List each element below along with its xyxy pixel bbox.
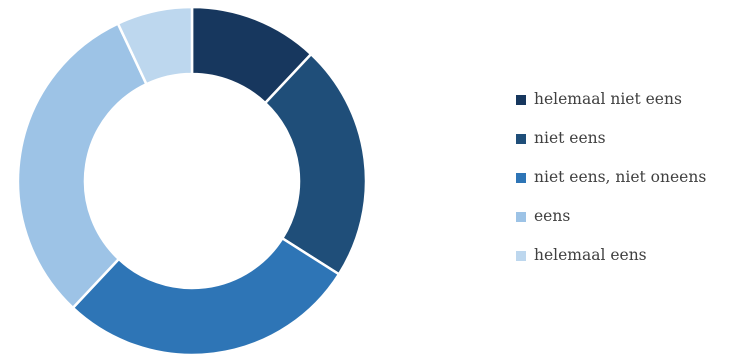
legend-swatch-eens xyxy=(516,211,526,222)
donut-plot-area xyxy=(16,5,368,357)
legend-swatch-niet-eens xyxy=(516,133,526,144)
legend-label-eens: eens xyxy=(534,207,571,225)
slice-niet-eens-niet-oneens xyxy=(71,236,341,357)
legend-swatch-niet-eens-niet-oneens xyxy=(516,172,526,183)
legend-swatch-helemaal-eens xyxy=(516,250,526,261)
slice-eens xyxy=(16,21,149,310)
legend-label-niet-eens-niet-oneens: niet eens, niet oneens xyxy=(534,168,707,186)
legend-item-niet-eens-niet-oneens: niet eens, niet oneens xyxy=(516,166,706,189)
legend-item-helemaal-niet-eens: helemaal niet eens xyxy=(516,88,706,111)
slice-helemaal-eens xyxy=(116,5,194,86)
legend-label-niet-eens: niet eens xyxy=(534,129,606,147)
legend-item-helemaal-eens: helemaal eens xyxy=(516,244,706,267)
legend-swatch-helemaal-niet-eens xyxy=(516,94,526,105)
legend-item-niet-eens: niet eens xyxy=(516,127,706,150)
legend-label-helemaal-eens: helemaal eens xyxy=(534,246,647,264)
donut-slices xyxy=(16,5,368,357)
chart-legend: helemaal niet eens niet eens niet eens, … xyxy=(516,88,706,283)
legend-label-helemaal-niet-eens: helemaal niet eens xyxy=(534,90,682,108)
legend-item-eens: eens xyxy=(516,205,706,228)
